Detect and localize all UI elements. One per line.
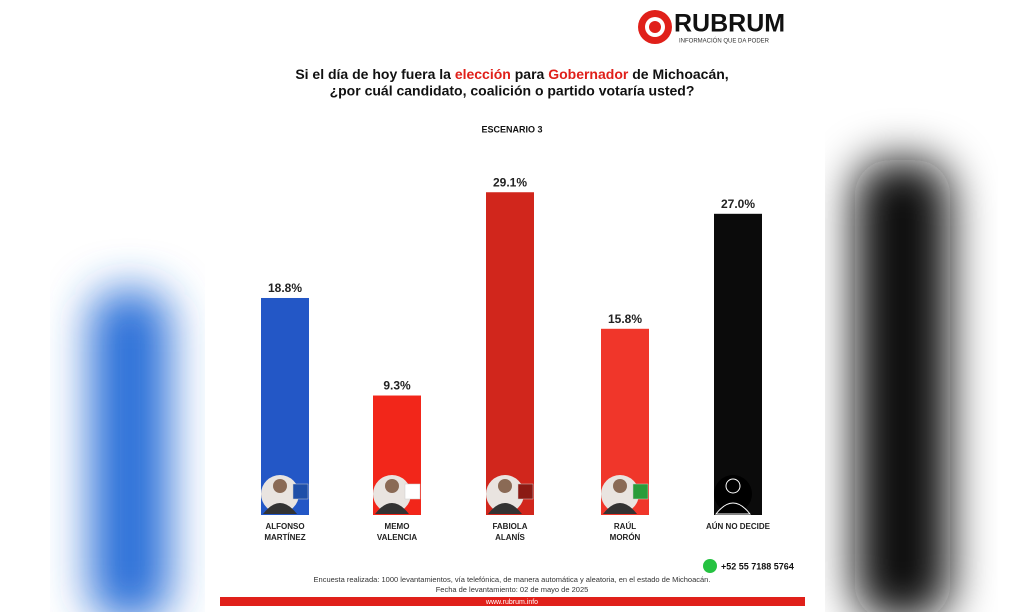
title-highlight: elección xyxy=(455,66,511,82)
chart-subtitle: ESCENARIO 3 xyxy=(481,124,542,134)
title-part: Si el día de hoy fuera la xyxy=(295,66,455,82)
category-label: AÚN NO DECIDE xyxy=(706,522,771,531)
party-logo xyxy=(632,483,649,500)
avatar-head xyxy=(725,478,741,494)
party-logo xyxy=(517,483,534,500)
category-label: MEMO xyxy=(385,522,410,531)
avatar-body xyxy=(714,502,752,515)
avatar-bg xyxy=(261,475,299,513)
category-label: ALANÍS xyxy=(495,533,525,542)
category-label: MARTÍNEZ xyxy=(264,533,305,542)
bar xyxy=(486,192,534,516)
category-label: VALENCIA xyxy=(377,533,418,542)
value-label: 15.8% xyxy=(608,312,642,326)
note: Encuesta realizada: 1000 levantamientos,… xyxy=(314,575,711,584)
avatar-head xyxy=(273,479,287,493)
logo-tagline: INFORMACIÓN QUE DA PODER xyxy=(679,38,770,45)
title-part: de Michoacán, xyxy=(628,66,728,82)
logo-text: RUBRUM xyxy=(674,10,785,38)
category-label: ALFONSO xyxy=(265,522,304,531)
avatar xyxy=(261,475,309,514)
avatar-bg xyxy=(373,475,411,513)
plot: 18.8% ALFONSO MARTÍNEZ 9.3% MEMO VALENCIA 29.1… xyxy=(261,175,771,542)
bar xyxy=(714,213,762,516)
date: Fecha de levantamiento: 02 de mayo de 20… xyxy=(436,585,589,594)
chart-title: Si el día de hoy fuera la elección para … xyxy=(295,66,728,82)
avatar xyxy=(373,475,421,514)
value-label: 9.3% xyxy=(383,379,411,393)
party-logo xyxy=(404,483,421,500)
url: www.rubrum.info xyxy=(485,599,538,606)
party-logo xyxy=(292,483,309,500)
avatar xyxy=(486,475,534,514)
avatar xyxy=(714,475,752,515)
avatar-head xyxy=(498,479,512,493)
avatar-head xyxy=(613,479,627,493)
logo: RUBRUM INFORMACIÓN QUE DA PODER xyxy=(638,10,785,45)
value-label: 18.8% xyxy=(268,281,302,295)
avatar-body xyxy=(375,503,409,514)
avatar-bg xyxy=(486,475,524,513)
avatar-body xyxy=(263,503,297,514)
avatar-bg xyxy=(601,475,639,513)
title-highlight: Gobernador xyxy=(548,66,629,82)
avatar-body xyxy=(488,503,522,514)
value-label: 27.0% xyxy=(721,197,755,211)
category-label: MORÓN xyxy=(610,533,641,542)
category-label: FABIOLA xyxy=(492,522,527,531)
category-label: RAÚL xyxy=(614,522,636,531)
chart-title-line: ¿por cuál candidato, coalición o partido… xyxy=(330,83,695,99)
value-label: 29.1% xyxy=(493,175,527,189)
whatsapp-icon xyxy=(703,559,717,573)
phone: +52 55 7188 5764 xyxy=(721,561,794,571)
avatar-head xyxy=(385,479,399,493)
footer-bar xyxy=(220,597,805,606)
blur-decoration xyxy=(90,290,170,612)
avatar-body xyxy=(603,503,637,514)
avatar xyxy=(601,475,649,514)
title-part: para xyxy=(511,66,548,82)
avatar-bg xyxy=(714,475,752,513)
blur-decoration xyxy=(855,160,950,612)
